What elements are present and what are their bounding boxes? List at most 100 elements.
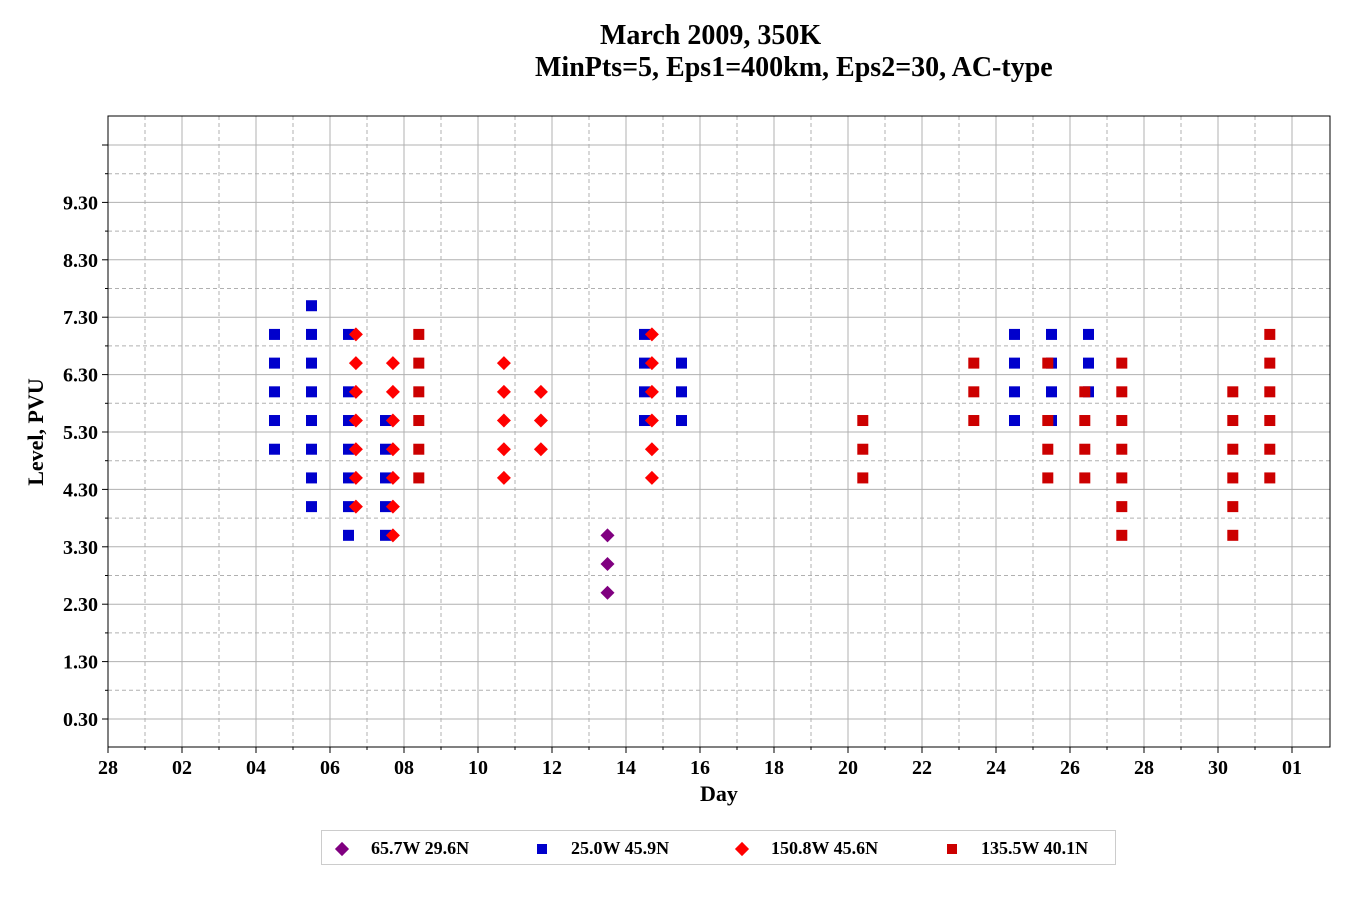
data-point-square xyxy=(1227,501,1239,513)
data-point-square xyxy=(968,386,980,398)
y-tick-label: 6.30 xyxy=(63,365,98,387)
data-point-square xyxy=(1009,386,1020,398)
data-point-diamond xyxy=(385,470,400,485)
data-point-square xyxy=(1227,386,1239,398)
data-point-square xyxy=(1079,386,1091,398)
data-point-square xyxy=(1264,357,1276,369)
data-point-square xyxy=(343,415,354,427)
data-point-square xyxy=(1042,443,1054,455)
data-point-diamond xyxy=(385,528,400,543)
square-marker-icon xyxy=(947,843,957,854)
x-tick-label: 26 xyxy=(1060,757,1080,779)
data-point-square xyxy=(306,300,317,312)
data-point-square xyxy=(1083,357,1094,369)
data-point-diamond xyxy=(385,413,400,428)
data-point-square xyxy=(1264,328,1276,340)
data-point-square xyxy=(1227,443,1239,455)
data-point-diamond xyxy=(644,327,659,342)
y-tick-label: 4.30 xyxy=(63,479,98,501)
data-point-square xyxy=(380,443,391,455)
x-tick-label: 06 xyxy=(320,757,340,779)
legend-item: 135.5W 40.1N xyxy=(947,831,1088,866)
y-tick-label: 1.30 xyxy=(63,652,98,674)
data-point-square xyxy=(1116,529,1128,541)
x-tick-label: 20 xyxy=(838,757,858,779)
square-marker-icon xyxy=(537,843,547,854)
data-point-diamond xyxy=(644,413,659,428)
data-point-square xyxy=(639,357,650,369)
x-tick-label: 02 xyxy=(172,757,192,779)
data-point-diamond xyxy=(385,356,400,371)
data-point-square xyxy=(380,415,391,427)
data-point-square xyxy=(1116,501,1128,513)
y-tick-label: 3.30 xyxy=(63,537,98,559)
data-point-diamond xyxy=(348,327,363,342)
data-point-square xyxy=(1009,357,1020,369)
x-tick-label: 16 xyxy=(690,757,710,779)
data-point-square xyxy=(676,357,687,369)
data-point-diamond xyxy=(496,356,511,371)
y-axis-label: Level, PVU xyxy=(23,378,48,486)
data-point-diamond xyxy=(644,384,659,399)
data-point-diamond xyxy=(600,528,615,543)
x-axis-label: Day xyxy=(700,781,738,806)
chart-title: March 2009, 350K xyxy=(600,20,822,51)
data-point-square xyxy=(1079,472,1091,484)
data-point-square xyxy=(306,357,317,369)
data-point-square xyxy=(413,472,425,484)
data-point-square xyxy=(306,386,317,398)
data-point-square xyxy=(269,357,280,369)
data-point-square xyxy=(343,443,354,455)
data-point-square xyxy=(343,472,354,484)
y-tick-labels: 0.30 1.30 2.30 3.30 4.30 5.30 6.30 7.30 8.30 9.30 xyxy=(63,192,98,731)
data-point-square xyxy=(1009,415,1020,427)
data-point-square xyxy=(413,386,425,398)
data-point-diamond xyxy=(385,442,400,457)
data-point-diamond xyxy=(644,470,659,485)
data-point-square xyxy=(306,328,317,340)
data-point-square xyxy=(343,501,354,513)
data-point-diamond xyxy=(348,442,363,457)
data-point-square xyxy=(306,472,317,484)
legend-label: 25.0W 45.9N xyxy=(571,838,670,858)
data-point-square xyxy=(269,415,280,427)
diamond-marker-icon xyxy=(734,841,750,856)
data-point-diamond xyxy=(600,557,615,572)
data-point-diamond xyxy=(496,384,511,399)
data-point-square xyxy=(1079,415,1091,427)
plot-frame xyxy=(107,115,1331,748)
series-3 xyxy=(413,328,1276,541)
data-point-square xyxy=(1264,386,1276,398)
legend-item: 65.7W 29.6N xyxy=(334,831,469,866)
data-point-square xyxy=(1116,357,1128,369)
data-point-square xyxy=(306,415,317,427)
data-point-diamond xyxy=(385,499,400,514)
series-0 xyxy=(600,528,615,600)
data-point-square xyxy=(413,357,425,369)
data-point-square xyxy=(968,357,980,369)
data-point-diamond xyxy=(600,585,615,600)
x-tick-label: 24 xyxy=(986,757,1006,779)
x-tick-label: 30 xyxy=(1208,757,1228,779)
data-point-square xyxy=(1227,415,1239,427)
data-point-square xyxy=(1042,357,1054,369)
data-point-diamond xyxy=(348,384,363,399)
data-point-square xyxy=(343,529,354,541)
data-point-square xyxy=(676,415,687,427)
diamond-marker-icon xyxy=(334,841,350,856)
data-point-square xyxy=(1116,472,1128,484)
data-point-square xyxy=(1042,472,1054,484)
data-point-diamond xyxy=(496,442,511,457)
x-tick-label: 08 xyxy=(394,757,414,779)
data-point-diamond xyxy=(533,442,548,457)
data-point-square xyxy=(1264,472,1276,484)
data-point-square xyxy=(1079,443,1091,455)
legend-label: 150.8W 45.6N xyxy=(771,838,879,858)
data-point-square xyxy=(857,472,869,484)
data-point-square xyxy=(269,328,280,340)
data-points xyxy=(269,300,1276,600)
chart-subtitle: MinPts=5, Eps1=400km, Eps2=30, AC-type xyxy=(535,52,1053,83)
data-point-square xyxy=(343,386,354,398)
x-tick-label: 28 xyxy=(1134,757,1154,779)
